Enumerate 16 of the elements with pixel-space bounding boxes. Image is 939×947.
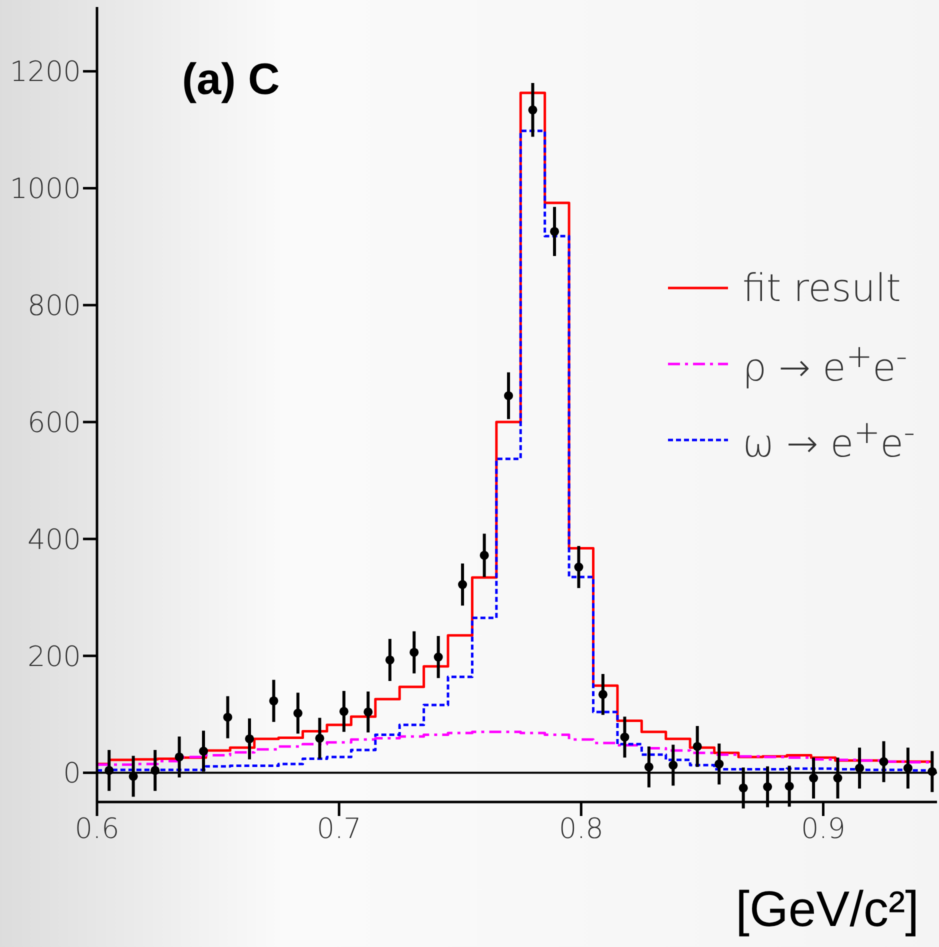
- legend-label: ρ → e$^{+}$e$^{-}$: [742, 338, 908, 390]
- y-tick-label: 400: [28, 522, 81, 556]
- y-tick-label: 800: [28, 289, 81, 322]
- x-tick-label: 0.9: [800, 812, 846, 845]
- y-tick-label: 1200: [10, 55, 81, 88]
- legend-label: ω → e$^{+}$e$^{-}$: [742, 414, 915, 466]
- y-tick-label: 200: [28, 640, 81, 673]
- y-tick-label: 0: [63, 756, 81, 790]
- x-tick-label: 0.7: [316, 812, 362, 845]
- x-tick-label: 0.6: [74, 812, 120, 845]
- x-tick-label: 0.8: [558, 812, 604, 845]
- legend-label: fit result: [742, 266, 901, 310]
- y-tick-label: 1000: [10, 172, 81, 206]
- annotation: (a) C: [182, 55, 280, 105]
- y-tick-label: 600: [28, 406, 81, 439]
- x-axis-title: [GeV/c²]: [736, 880, 919, 938]
